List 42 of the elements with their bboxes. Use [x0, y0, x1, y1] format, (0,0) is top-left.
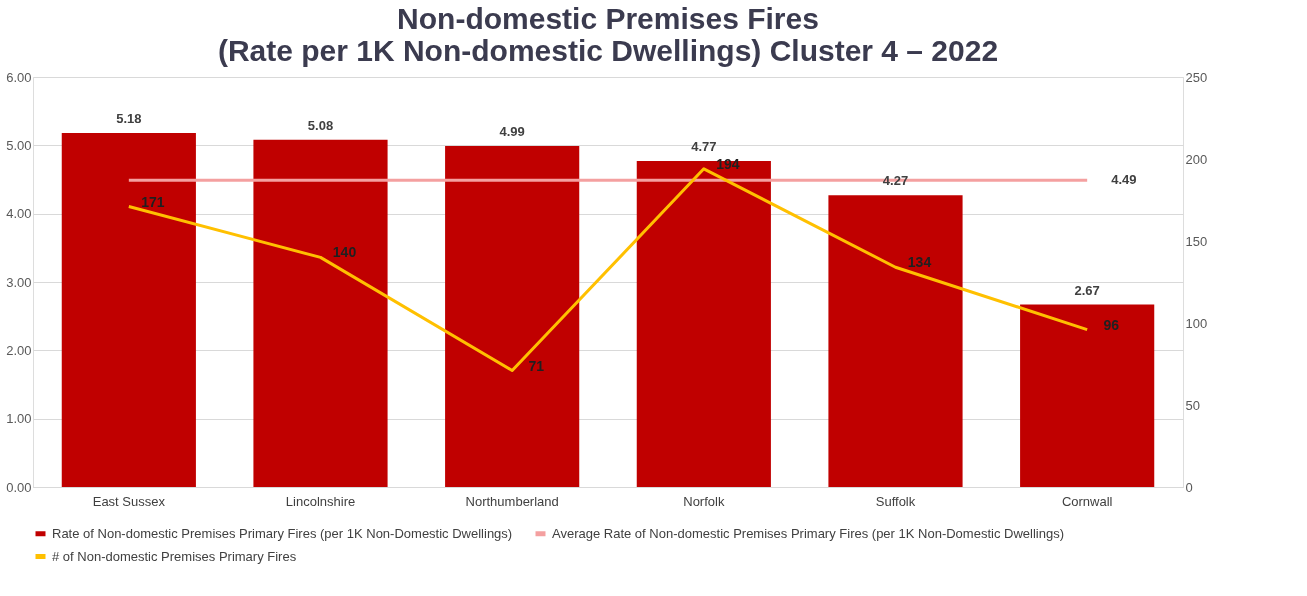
data-label: 140: [332, 244, 357, 261]
data-label: 4.99: [499, 124, 525, 140]
y2-tick-label: 150: [1185, 233, 1208, 249]
y2-tick-label: 200: [1185, 151, 1208, 167]
y-tick-label: 4.00: [6, 206, 32, 222]
x-tick-label: Cornwall: [1061, 493, 1113, 509]
y-tick-label: 5.00: [6, 137, 32, 153]
data-label: 5.08: [307, 117, 334, 133]
x-tick-label: Suffolk: [875, 493, 916, 509]
y-tick-label: 6.00: [6, 69, 32, 85]
x-tick-label: Northumberland: [465, 493, 559, 509]
y2-tick-label: 100: [1185, 315, 1208, 331]
data-label: 4.49: [1111, 172, 1137, 188]
data-label: 194: [716, 155, 740, 172]
data-label: 96: [1103, 316, 1120, 333]
y-tick-label: 0.00: [6, 479, 32, 495]
bar: [253, 139, 388, 487]
bar: [1020, 304, 1155, 487]
bar: [445, 146, 580, 487]
data-label: 5.18: [116, 111, 142, 127]
data-label: 71: [528, 357, 545, 374]
x-tick-label: Norfolk: [683, 493, 725, 509]
legend-label: Rate of Non-domestic Premises Primary Fires (per 1K Non-Domestic Dwellings): [52, 525, 513, 541]
y-tick-label: 2.00: [6, 342, 32, 358]
y2-tick-label: 250: [1185, 69, 1208, 85]
y2-tick-label: 50: [1185, 397, 1200, 413]
data-label: 134: [907, 254, 932, 271]
y-tick-label: 3.00: [6, 274, 32, 290]
data-label: 2.67: [1074, 282, 1100, 298]
bar: [61, 133, 196, 487]
legend-label: Average Rate of Non-domestic Premises Primary Fires (per 1K Non-Domestic Dwellings): [552, 525, 1064, 541]
data-label: 4.27: [882, 173, 909, 189]
y2-tick-label: 0: [1185, 479, 1193, 495]
bar: [636, 161, 771, 487]
chart-title: Non-domestic Premises Fires (Rate per 1K Non-domestic Dwellings) Cluster 4 – 2022: [217, 2, 999, 67]
data-label: 171: [141, 193, 165, 210]
x-tick-label: East Sussex: [92, 493, 166, 509]
bar: [828, 195, 963, 487]
data-label: 4.77: [691, 139, 717, 155]
y-tick-label: 1.00: [6, 411, 32, 427]
x-tick-label: Lincolnshire: [285, 493, 356, 509]
legend-label: # of Non-domestic Premises Primary Fires: [52, 548, 297, 564]
